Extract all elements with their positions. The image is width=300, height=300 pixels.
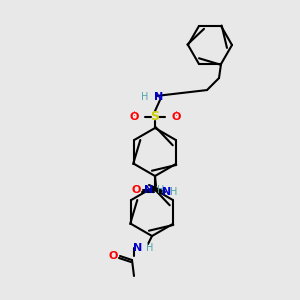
Text: :: : — [133, 110, 135, 118]
Text: O: O — [129, 112, 139, 122]
Text: N: N — [144, 185, 154, 195]
Text: O: O — [171, 112, 181, 122]
Text: :: : — [175, 110, 177, 118]
Text: H: H — [157, 185, 164, 195]
Text: S: S — [151, 110, 160, 124]
Text: H: H — [146, 243, 153, 253]
Text: N: N — [162, 187, 172, 197]
Text: H: H — [170, 187, 178, 197]
Text: O: O — [108, 251, 118, 261]
Text: O: O — [131, 185, 141, 195]
Text: H: H — [141, 92, 148, 102]
Text: N: N — [134, 243, 142, 253]
Text: N: N — [154, 92, 163, 102]
